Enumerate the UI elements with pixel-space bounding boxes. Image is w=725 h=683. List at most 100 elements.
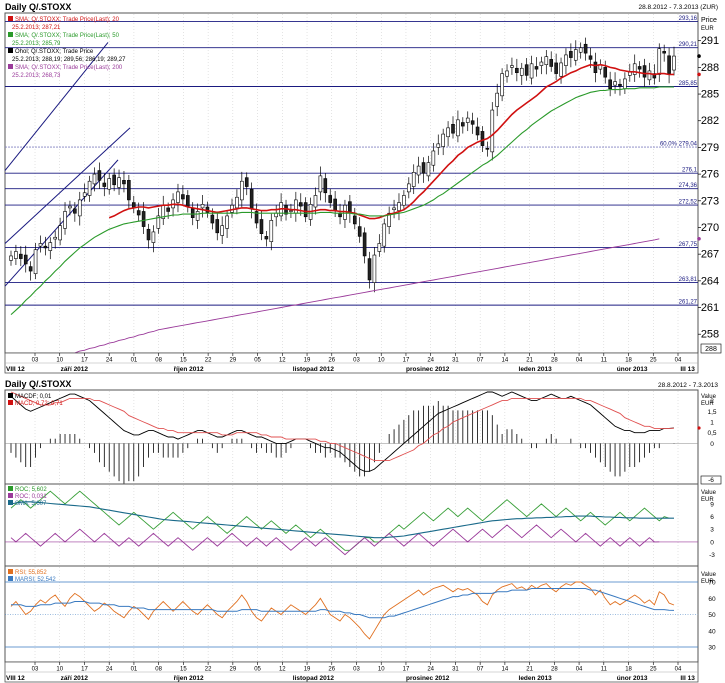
candle-body — [274, 212, 279, 218]
price-tick-label: 288 — [701, 62, 719, 74]
candle-body — [461, 122, 465, 127]
candle-body — [190, 208, 195, 218]
rsi-tick-label: 30 — [708, 645, 716, 652]
x-tick-label: 24 — [427, 358, 434, 364]
candle-body — [529, 63, 534, 79]
legend-swatch — [8, 393, 13, 398]
candle-body — [82, 192, 87, 197]
candle-body — [559, 62, 563, 77]
candle-body — [485, 148, 490, 150]
candle-body — [480, 131, 485, 146]
x-tick-label: 10 — [378, 667, 385, 673]
candle-body — [608, 79, 612, 90]
candle-body — [215, 219, 220, 234]
legend-entry: ROC; 0,031 — [15, 494, 47, 500]
x-tick-label: 10 — [56, 667, 63, 673]
candle-body — [632, 63, 637, 75]
candle-body — [357, 226, 362, 237]
x-tick-label: 03 — [353, 358, 360, 364]
candle-body — [593, 61, 598, 74]
candle-body — [38, 243, 43, 247]
candle-body — [578, 47, 583, 53]
x-tick-label: 31 — [452, 358, 459, 364]
candle-body — [156, 215, 161, 229]
macd-plot-frame — [4, 389, 699, 485]
x-tick-label: 29 — [230, 667, 237, 673]
x-tick-label: 22 — [205, 358, 212, 364]
legend-entry: 25.2.2013; 288,19; 289,56; 286,19; 289,2… — [12, 57, 126, 63]
x-month-label: III 13 — [680, 366, 695, 373]
candle-body — [642, 65, 647, 78]
x-tick-label: 01 — [131, 358, 138, 364]
price-last-value: 288 — [705, 346, 717, 353]
candle-body — [534, 66, 539, 70]
candle-body — [166, 207, 170, 212]
price-axis-label: Price — [701, 17, 717, 24]
candle-body — [662, 51, 666, 54]
x-tick-label: 08 — [155, 667, 162, 673]
candle-body — [73, 208, 77, 214]
candle-body — [446, 127, 450, 138]
x-tick-label: 04 — [675, 358, 682, 364]
candle-body — [112, 174, 116, 186]
legend-swatch — [8, 486, 13, 491]
candle-body — [618, 83, 622, 87]
candle-body — [225, 215, 229, 229]
candle-body — [426, 162, 431, 177]
candle-body — [372, 254, 377, 283]
candle-body — [127, 180, 131, 201]
candle-body — [554, 62, 558, 74]
candle-body — [456, 119, 460, 137]
macd-unit-label: EUR — [701, 401, 714, 407]
x-tick-label: 29 — [230, 358, 237, 364]
legend-entry: 25.2.2013; 287,21 — [12, 25, 61, 31]
x-tick-label: 14 — [502, 358, 509, 364]
trend-line — [4, 127, 131, 244]
candle-body — [667, 55, 671, 74]
level-label: 290,21 — [679, 42, 698, 48]
candle-body — [431, 150, 436, 166]
macd-value-label: Value — [701, 394, 717, 400]
indicator-line — [10, 581, 675, 640]
x-tick-label: 04 — [576, 358, 583, 364]
candle-body — [333, 198, 337, 211]
candle-body — [377, 243, 382, 252]
candle-body — [87, 180, 92, 196]
price-axis-currency: EUR — [701, 26, 714, 32]
candle-body — [244, 177, 249, 187]
main-date-range: 28.8.2012 - 7.3.2013 (ZUR) — [639, 4, 719, 11]
candle-body — [176, 191, 180, 203]
x-tick-label: 11 — [601, 358, 608, 364]
sma-line — [10, 238, 660, 371]
candle-body — [220, 225, 224, 236]
candle-body — [107, 178, 112, 190]
candle-body — [495, 92, 500, 107]
legend-swatch — [8, 569, 13, 574]
x-tick-label: 18 — [625, 667, 632, 673]
candle-body — [549, 59, 554, 67]
candle-body — [652, 73, 657, 79]
x-tick-label: 15 — [180, 358, 187, 364]
x-tick-label: 21 — [526, 358, 533, 364]
candle-body — [637, 66, 642, 70]
rsi-tick-label: 40 — [708, 628, 716, 635]
candle-body — [470, 120, 475, 125]
roc-tick-label: 3 — [710, 527, 714, 534]
legend-entry: SMA; 5,607 — [15, 501, 47, 507]
indicator-line — [10, 524, 660, 556]
x-tick-label: 12 — [279, 667, 286, 673]
candle-body — [102, 182, 107, 187]
x-tick-label: 17 — [403, 667, 410, 673]
sma-line — [10, 86, 675, 316]
macd-tick-label: 0,5 — [707, 430, 716, 437]
candle-body — [672, 55, 676, 71]
x-tick-label: 03 — [353, 667, 360, 673]
legend-entry: SMA; Q/.STOXX; Trade Price(Last); 200 — [15, 65, 123, 71]
rsi-tick-label: 50 — [708, 612, 716, 619]
candle-body — [451, 123, 455, 134]
level-label: 293,16 — [679, 16, 698, 22]
candle-body — [475, 126, 480, 136]
x-tick-label: 07 — [477, 667, 484, 673]
